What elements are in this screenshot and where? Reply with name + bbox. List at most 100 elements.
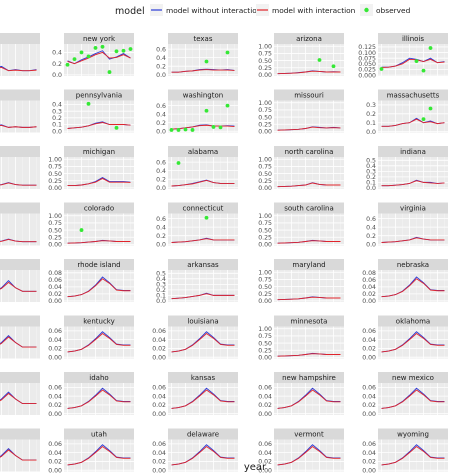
- series-line-model-with-interaction: [67, 278, 131, 298]
- facet-panel: [0, 33, 40, 76]
- facet-strip: [0, 33, 40, 44]
- series-group: [171, 331, 235, 353]
- y-tick-label: 0.00: [152, 354, 166, 361]
- series-line-model-with-interaction: [0, 281, 37, 292]
- y-tick-label: 0.50: [258, 284, 272, 291]
- observed-point: [225, 50, 230, 55]
- facet-panel: michigan 0.000.250.500.751.00: [48, 146, 134, 192]
- series-line-model-with-interaction: [381, 58, 445, 68]
- y-tick-label: 0.75: [258, 220, 272, 227]
- observed-point: [65, 62, 70, 67]
- observed-point: [379, 67, 384, 71]
- plot-background: [64, 270, 134, 302]
- series-group: [381, 387, 445, 409]
- plot-background: [378, 44, 448, 76]
- y-tick-label: 0.00: [362, 298, 376, 305]
- series-group: [67, 228, 131, 244]
- facet-title: north carolina: [285, 148, 334, 156]
- y-tick-label: 0.5: [366, 158, 376, 165]
- plot-background: [378, 383, 448, 415]
- facet-title: rhode island: [77, 261, 120, 269]
- y-tick-label: 0.25: [48, 234, 62, 241]
- facet-panel: vermont0.000.020.040.0620042006200820102…: [258, 428, 344, 474]
- legend-swatch-point: [364, 7, 369, 13]
- facet-panel: delaware0.000.020.040.062004200620082010…: [152, 428, 238, 474]
- y-tick-label: 0.04: [152, 450, 166, 457]
- y-tick-label: 0.04: [362, 393, 376, 400]
- y-tick-label: 0.4: [156, 111, 166, 118]
- facet-title: washington: [183, 92, 223, 100]
- y-tick-label: 0.50: [258, 227, 272, 234]
- facet-strip: [0, 372, 40, 383]
- series-group: [381, 179, 445, 187]
- plot-background: [64, 100, 134, 133]
- y-tick-label: 0.25: [48, 178, 62, 185]
- facet-panel: arizona 0.000.250.500.751.00: [258, 33, 344, 79]
- y-tick-label: 0.02: [48, 291, 62, 298]
- observed-point: [218, 125, 223, 130]
- y-tick-label: 0.02: [362, 291, 376, 298]
- y-tick-label: 1.00: [258, 326, 272, 333]
- y-tick-label: 0.6: [156, 46, 166, 53]
- plot-background: [274, 44, 344, 76]
- y-tick-label: 0.1: [366, 120, 376, 127]
- y-tick-label: 0.06: [48, 441, 62, 448]
- facet-title: wyoming: [397, 431, 429, 439]
- facet-strip: [0, 259, 40, 270]
- observed-point: [176, 128, 181, 132]
- y-tick-label: 0.04: [362, 337, 376, 344]
- facet-title: virginia: [400, 205, 426, 213]
- y-tick-label: 1.00: [48, 156, 62, 163]
- series-group: [171, 292, 235, 300]
- facet-strip: [0, 315, 40, 327]
- facet-panel: texas 0.0 0.20.4 0.6: [156, 33, 238, 79]
- facet-panel: oklahoma 0.000.02 0.04 0.06: [362, 315, 448, 361]
- observed-point: [86, 54, 91, 59]
- legend: model model without interaction model with…: [115, 4, 411, 17]
- facet-panel: [0, 372, 40, 415]
- y-tick-label: 0.50: [258, 340, 272, 347]
- facet-strip: [378, 89, 448, 101]
- y-tick-label: 0.4: [156, 224, 166, 231]
- y-tick-label: 0.04: [258, 393, 272, 400]
- observed-point: [114, 125, 119, 130]
- y-tick-label: 0.04: [48, 284, 62, 291]
- y-tick-label: 0.06: [362, 328, 376, 335]
- facet-strip: [378, 428, 448, 440]
- y-tick-label: 0.000: [358, 72, 376, 79]
- y-tick-label: 0.06: [362, 277, 376, 284]
- series-line-model-with-interaction: [381, 180, 445, 187]
- y-tick-label: 0.75: [258, 333, 272, 340]
- facet-strip: [378, 259, 448, 270]
- y-tick-label: 0.00: [48, 467, 62, 474]
- y-tick-label: 0.06: [152, 385, 166, 392]
- facet-strip: [274, 146, 344, 157]
- facet-panel: [0, 89, 40, 133]
- y-tick-label: 0.00: [258, 242, 272, 249]
- observed-point: [204, 215, 209, 220]
- facet-panel: massachusetts 0.0 0.1 0.2 0.3: [366, 89, 448, 136]
- facet-panel: pennsylvania 0.00.10.20.30.4: [52, 89, 134, 135]
- y-tick-label: 0.06: [258, 385, 272, 392]
- y-tick-label: 0.075: [358, 55, 376, 62]
- y-tick-label: 0.6: [366, 216, 376, 223]
- series-line-model-with-interaction: [171, 293, 235, 300]
- facet-title: south carolina: [284, 205, 334, 213]
- observed-point: [204, 59, 209, 64]
- y-tick-label: 0.5: [156, 271, 166, 278]
- facet-panel: kansas 0.00 0.02 0.040.06: [152, 372, 238, 418]
- series-group: [277, 296, 341, 301]
- y-tick-label: 0.00: [48, 354, 62, 361]
- series-line-model-with-interaction: [171, 389, 235, 409]
- facet-title: colorado: [84, 205, 114, 213]
- y-tick-label: 0.2: [156, 63, 166, 70]
- y-tick-label: 0.0: [52, 72, 62, 79]
- series-line-model-with-interaction: [67, 122, 131, 129]
- y-tick-label: 0.2: [156, 287, 166, 294]
- plot-background: [274, 326, 344, 359]
- y-tick-label: 0.00: [258, 355, 272, 362]
- series-group: [381, 236, 445, 243]
- series-group: [381, 106, 445, 127]
- series-line-model-with-interaction: [171, 238, 235, 243]
